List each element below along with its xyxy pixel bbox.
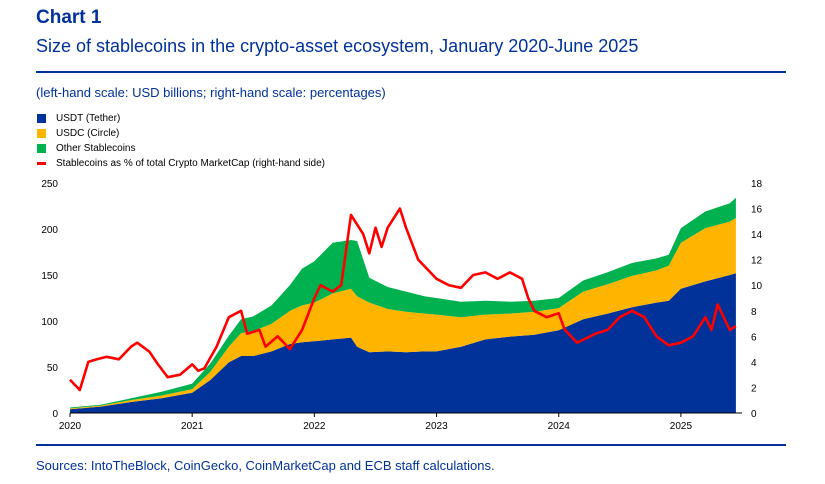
ratio-line (69, 207, 737, 392)
y-left-tick-label-0: 0 (52, 409, 58, 420)
y-right-tick-label-0: 0 (751, 409, 757, 420)
x-tick-label-2023: 2023 (425, 421, 448, 432)
legend-label-usdc: USDC (Circle) (56, 128, 120, 139)
y-right-tick-label-14: 14 (751, 230, 763, 241)
legend-swatch-usdc (37, 129, 46, 138)
area-series-2 (70, 218, 736, 410)
legend-item-usdc: USDC (Circle) (37, 126, 325, 141)
legend: USDT (Tether) USDC (Circle) Other Stable… (37, 111, 325, 171)
area-series-3 (70, 197, 736, 409)
y-right-tick-label-10: 10 (751, 281, 763, 292)
legend-item-ratio: Stablecoins as % of total Crypto MarketC… (37, 156, 325, 171)
legend-label-usdt: USDT (Tether) (56, 113, 121, 124)
top-rule (36, 71, 786, 73)
area-series-1 (70, 273, 736, 413)
y-right-tick-label-12: 12 (751, 256, 763, 267)
legend-label-ratio: Stablecoins as % of total Crypto MarketC… (56, 158, 326, 169)
chart-title: Size of stablecoins in the crypto-asset … (36, 36, 639, 56)
y-right-tick-label-8: 8 (751, 307, 757, 318)
y-right-tick-label-16: 16 (751, 205, 763, 216)
bottom-rule (36, 444, 786, 446)
x-tick-label-2022: 2022 (303, 421, 326, 432)
legend-label-other: Other Stablecoins (56, 143, 136, 154)
y-right-tick-label-4: 4 (751, 358, 757, 369)
x-tick-label-2025: 2025 (670, 421, 693, 432)
legend-item-usdt: USDT (Tether) (37, 111, 325, 126)
legend-item-other: Other Stablecoins (37, 141, 325, 156)
y-left-tick-label-50: 50 (47, 363, 59, 374)
y-left-tick-label-150: 150 (41, 271, 58, 282)
y-left-tick-label-250: 250 (41, 179, 58, 190)
legend-swatch-other (37, 144, 46, 153)
x-tick-label-2024: 2024 (548, 421, 571, 432)
legend-swatch-ratio (37, 162, 46, 165)
y-right-tick-label-6: 6 (751, 332, 757, 343)
y-right-tick-label-2: 2 (751, 383, 757, 394)
y-right-tick-label-18: 18 (751, 179, 763, 190)
chart-subtitle: (left-hand scale: USD billions; right-ha… (36, 85, 386, 100)
x-tick-label-2020: 2020 (59, 421, 82, 432)
sources-note: Sources: IntoTheBlock, CoinGecko, CoinMa… (36, 458, 495, 473)
x-tick-label-2021: 2021 (181, 421, 204, 432)
y-left-tick-label-200: 200 (41, 225, 58, 236)
legend-swatch-usdt (37, 114, 46, 123)
y-left-tick-label-100: 100 (41, 317, 58, 328)
chart-label: Chart 1 (36, 7, 102, 28)
